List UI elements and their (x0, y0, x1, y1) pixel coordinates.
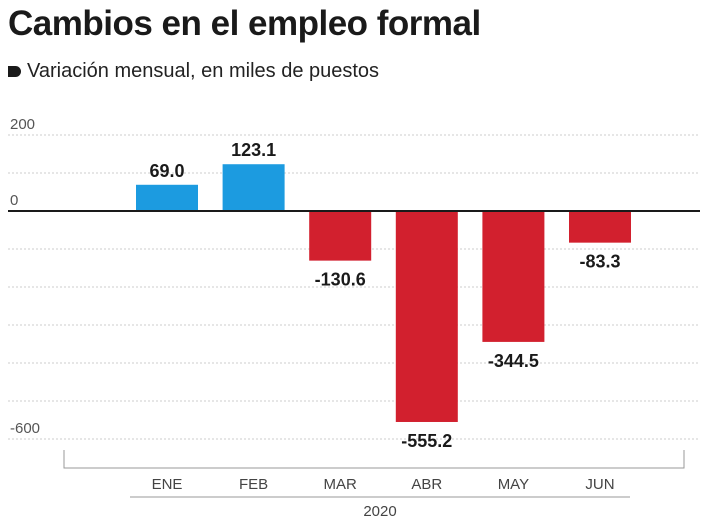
chart-title: Cambios en el empleo formal (8, 4, 481, 43)
category-label: MAY (498, 476, 529, 493)
bar-abr (395, 211, 458, 422)
bar-ene (136, 184, 198, 211)
y-tick-label: 0 (10, 192, 18, 209)
category-label: ABR (411, 476, 442, 493)
data-label: 123.1 (231, 140, 276, 160)
x-group-label: 2020 (363, 503, 396, 519)
data-label: -130.6 (315, 270, 366, 290)
data-label: -555.2 (401, 431, 452, 451)
data-label: 69.0 (149, 161, 184, 181)
category-label: ENE (152, 476, 183, 493)
subtitle-text: Variación mensual, en miles de puestos (27, 60, 380, 82)
x-axis-bracket (63, 450, 685, 469)
category-label: JUN (585, 476, 614, 493)
chart-subtitle: Variación mensual, en miles de puestos (8, 60, 379, 83)
bar-may (482, 211, 545, 342)
bar-jun (569, 211, 631, 243)
subtitle-bullet-icon (8, 66, 21, 77)
data-label: -344.5 (488, 351, 539, 371)
y-tick-label: 200 (10, 116, 35, 133)
bar-feb (222, 164, 285, 211)
category-label: FEB (239, 476, 268, 493)
y-tick-label: -600 (10, 420, 40, 437)
bar-mar (309, 211, 372, 261)
category-label: MAR (324, 476, 358, 493)
data-label: -83.3 (579, 252, 620, 272)
